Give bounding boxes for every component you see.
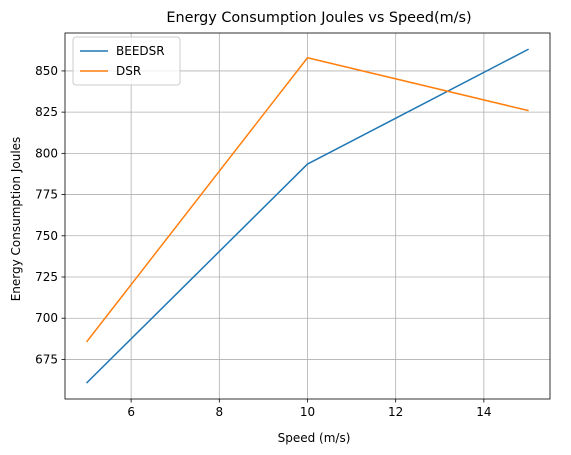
y-tick-label: 800	[35, 146, 58, 160]
x-tick-label: 12	[388, 405, 403, 419]
legend-label-beedsr: BEEDSR	[116, 44, 165, 58]
legend-label-dsr: DSR	[116, 64, 141, 78]
x-tick-label: 10	[300, 405, 315, 419]
x-tick-label: 8	[215, 405, 223, 419]
x-tick-label: 14	[476, 405, 491, 419]
y-tick-label: 825	[35, 105, 58, 119]
y-tick-label: 700	[35, 311, 58, 325]
x-tick-label: 6	[127, 405, 135, 419]
y-axis-label: Energy Consumption Joules	[9, 137, 23, 302]
gridlines	[65, 33, 550, 399]
legend: BEEDSR DSR	[72, 36, 181, 86]
y-tick-label: 850	[35, 64, 58, 78]
y-tick-label: 775	[35, 188, 58, 202]
series-line-beedsr	[85, 48, 529, 384]
y-tick-label: 725	[35, 270, 58, 284]
axis-ticks: 6 8 10 12 14 675 700 725 750 775 800 825 850	[35, 64, 491, 419]
y-tick-label: 675	[35, 352, 58, 366]
y-tick-label: 750	[35, 229, 58, 243]
chart-title: Energy Consumption Joules vs Speed(m/s)	[166, 10, 471, 26]
series-lines	[85, 48, 529, 384]
x-axis-label: Speed (m/s)	[278, 431, 351, 445]
series-line-dsr	[85, 56, 529, 343]
legend-box	[72, 36, 181, 86]
